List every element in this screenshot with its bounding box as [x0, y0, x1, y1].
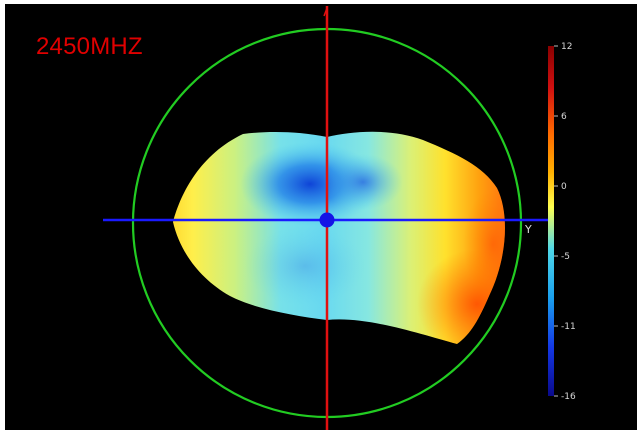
- radiation-pattern-svg: Y 12 6 0 -5 -11 -16: [103, 6, 576, 430]
- y-axis-label: Y: [524, 223, 532, 236]
- colorbar: [548, 46, 554, 396]
- colorbar-tick-label: -11: [561, 322, 576, 332]
- colorbar-tick-label: -16: [561, 392, 576, 402]
- colorbar-ticks: 12 6 0 -5 -11 -16: [554, 42, 576, 402]
- radiation-plot-area: Y 12 6 0 -5 -11 -16 2450MHZ: [5, 4, 637, 430]
- radiation-lobe: [173, 131, 505, 344]
- frequency-label: 2450MHZ: [36, 33, 143, 60]
- colorbar-tick-label: -5: [561, 252, 570, 262]
- vertical-axis-arrow: [323, 7, 328, 17]
- colorbar-tick-label: 12: [561, 42, 572, 52]
- origin-marker: [319, 212, 335, 228]
- colorbar-tick-label: 6: [561, 112, 567, 122]
- colorbar-tick-label: 0: [561, 182, 567, 192]
